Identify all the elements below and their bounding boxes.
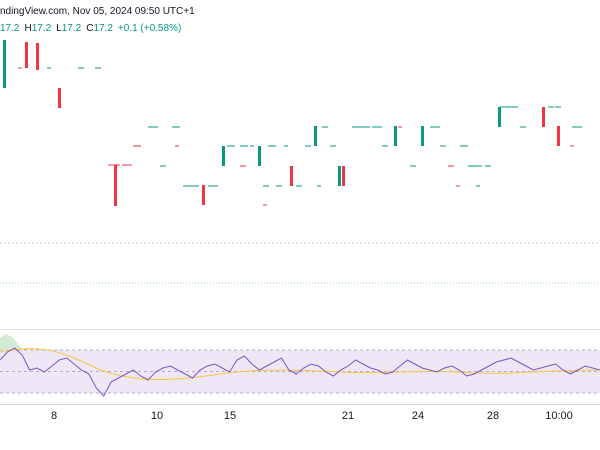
candles-group xyxy=(3,40,582,206)
time-label: 15 xyxy=(223,410,237,422)
time-label: 8 xyxy=(50,410,58,422)
rsi-overbought-fill xyxy=(0,334,22,350)
candle-body xyxy=(338,166,341,186)
time-label: 10 xyxy=(150,410,164,422)
candle-body xyxy=(314,126,317,146)
close-label: C xyxy=(86,23,94,34)
open-value: 17.2 xyxy=(0,23,20,34)
chart-source-header: ndingView.com, Nov 05, 2024 09:50 UTC+1 xyxy=(0,0,600,24)
candle-body xyxy=(394,126,397,146)
candle-body xyxy=(498,107,501,127)
time-label: 24 xyxy=(411,410,425,422)
time-label: 28 xyxy=(486,410,500,422)
time-label: 10:00 xyxy=(545,410,573,422)
change-value: +0.1 (+0.58%) xyxy=(117,23,182,34)
candle-body xyxy=(114,165,117,206)
low-value: 17.2 xyxy=(61,23,82,34)
candle-body xyxy=(421,126,424,146)
source-text: ndingView.com, Nov 05, 2024 09:50 UTC+1 xyxy=(0,6,195,17)
price-chart[interactable] xyxy=(0,0,600,300)
ohlc-legend: 17.2 H17.2 L17.2 C17.2 +0.1 (+0.58%) xyxy=(0,22,186,36)
high-label: H xyxy=(24,23,32,34)
candle-body xyxy=(58,88,61,108)
candle-body xyxy=(290,166,293,186)
rsi-line xyxy=(0,347,600,397)
candle-body xyxy=(222,146,225,166)
candle-body xyxy=(202,185,205,205)
high-value: 17.2 xyxy=(31,23,52,34)
rsi-ma-line xyxy=(0,348,600,380)
candle-body xyxy=(36,43,39,70)
candle-body xyxy=(557,126,560,146)
low-label: L xyxy=(56,23,62,34)
candle-body xyxy=(542,107,545,127)
candle-body xyxy=(342,166,345,186)
time-label: 21 xyxy=(341,410,355,422)
close-value: 17.2 xyxy=(93,23,113,34)
rsi-indicator-panel[interactable] xyxy=(0,330,600,405)
candle-body xyxy=(3,40,6,88)
candle-body xyxy=(25,42,28,68)
candle-body xyxy=(258,146,261,166)
time-axis[interactable]: 8 10 15 21 24 28 10:00 xyxy=(0,404,600,427)
pane-separator xyxy=(0,329,600,330)
